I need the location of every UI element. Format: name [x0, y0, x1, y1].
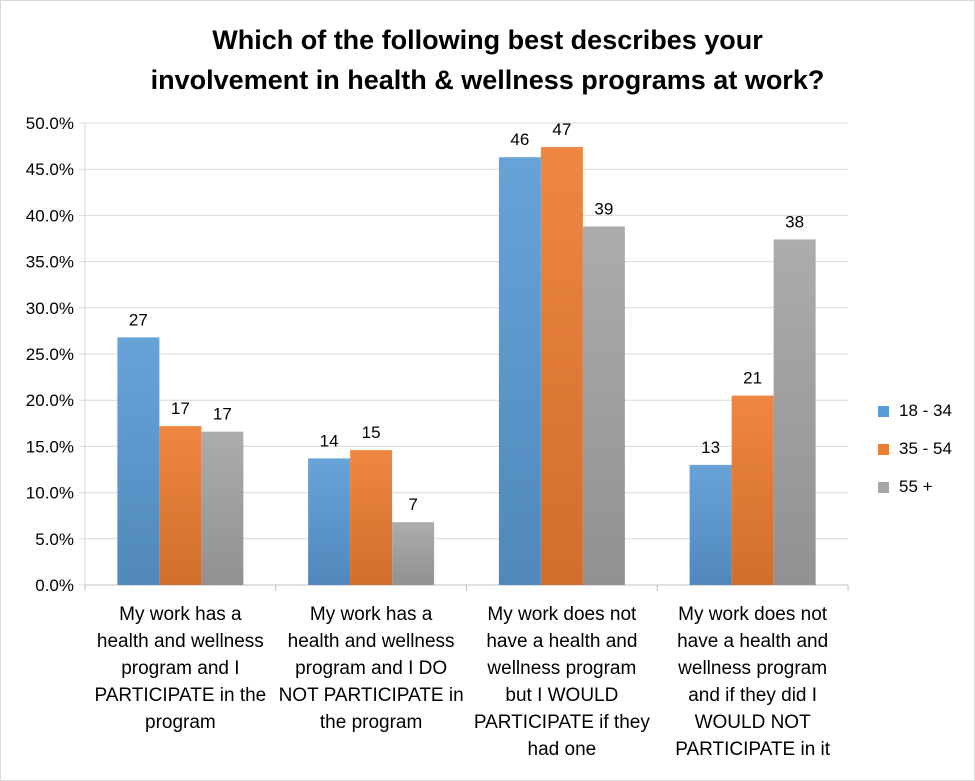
data-label: 13 [701, 438, 720, 457]
data-label: 39 [594, 199, 613, 218]
y-tick-label: 50.0% [26, 114, 74, 133]
y-tick-label: 20.0% [26, 391, 74, 410]
bar-35-54-4 [731, 395, 774, 585]
y-tick-label: 0.0% [35, 576, 74, 595]
bar-18-34-3 [498, 157, 541, 586]
y-tick-label: 45.0% [26, 160, 74, 179]
data-labels: 27 17 17 14 15 7 46 47 39 13 21 38 [129, 120, 804, 514]
x-category-label: have a health and [486, 631, 637, 652]
bar-55--1 [201, 431, 244, 585]
x-category-label: NOT PARTICIPATE in [279, 685, 464, 706]
x-category-label: WOULD NOT [695, 712, 812, 733]
x-category-label: health and wellness [288, 631, 455, 652]
x-category-label: program and I DO [295, 658, 447, 679]
x-category-label: My work does not [487, 604, 637, 625]
legend-item: 55 + [878, 468, 952, 506]
x-category-label: PARTICIPATE if they [474, 712, 650, 733]
legend: 18 - 34 35 - 54 55 + [878, 392, 952, 506]
x-category-label: wellness program [486, 658, 636, 679]
data-label: 17 [171, 399, 190, 418]
legend-label: 18 - 34 [899, 401, 952, 420]
y-tick-label: 40.0% [26, 206, 74, 225]
x-axis-labels: My work has a health and wellness program … [94, 604, 830, 760]
legend-swatch [878, 405, 889, 417]
legend-label: 55 + [899, 477, 933, 496]
x-category-label: My work does not [678, 604, 828, 625]
x-category-label: health and wellness [97, 631, 264, 652]
bars [117, 147, 816, 586]
x-category-label: have a health and [677, 631, 828, 652]
bar-55--3 [582, 226, 625, 585]
bar-35-54-3 [540, 147, 583, 586]
chart-title-line-1: Which of the following best describes yo… [212, 25, 763, 55]
data-label: 38 [785, 212, 804, 231]
bar-55--4 [773, 239, 816, 585]
bar-35-54-1 [159, 426, 202, 585]
data-label: 17 [213, 405, 232, 424]
legend-item: 18 - 34 [878, 392, 952, 430]
x-category-label: program [145, 712, 216, 733]
x-category-label: but I WOULD [505, 685, 618, 706]
legend-item: 35 - 54 [878, 430, 952, 468]
bar-18-34-1 [117, 337, 160, 585]
x-category-label: the program [320, 712, 422, 733]
y-tick-label: 5.0% [35, 530, 74, 549]
chart-title-line-2: involvement in health & wellness program… [150, 65, 825, 95]
legend-label: 35 - 54 [899, 439, 952, 458]
bar-18-34-2 [308, 458, 351, 585]
bar-35-54-2 [350, 450, 393, 585]
bar-18-34-4 [689, 464, 732, 585]
x-category-label: PARTICIPATE in the [94, 685, 266, 706]
x-category-label: My work has a [119, 604, 242, 625]
chart-title: Which of the following best describes yo… [0, 20, 975, 100]
legend-swatch [878, 481, 889, 493]
y-tick-label: 30.0% [26, 299, 74, 318]
x-category-label: had one [528, 739, 597, 760]
data-label: 7 [408, 495, 417, 514]
x-category-label: and if they did I [688, 685, 817, 706]
x-category-label: My work has a [310, 604, 433, 625]
data-label: 46 [510, 130, 529, 149]
x-category-label: PARTICIPATE in it [675, 739, 831, 760]
y-tick-label: 10.0% [26, 484, 74, 503]
data-label: 15 [362, 423, 381, 442]
x-category-label: wellness program [677, 658, 827, 679]
legend-swatch [878, 443, 889, 455]
y-axis-ticks: 0.0% 5.0% 10.0% 15.0% 20.0% 25.0% 30.0% 35.0% 40… [26, 114, 74, 595]
data-label: 47 [552, 120, 571, 139]
x-category-label: program and I [121, 658, 239, 679]
y-tick-label: 25.0% [26, 345, 74, 364]
bar-55--2 [392, 522, 435, 585]
data-label: 21 [743, 369, 762, 388]
data-label: 27 [129, 310, 148, 329]
y-tick-label: 35.0% [26, 253, 74, 272]
data-label: 14 [320, 431, 339, 450]
y-tick-label: 15.0% [26, 437, 74, 456]
